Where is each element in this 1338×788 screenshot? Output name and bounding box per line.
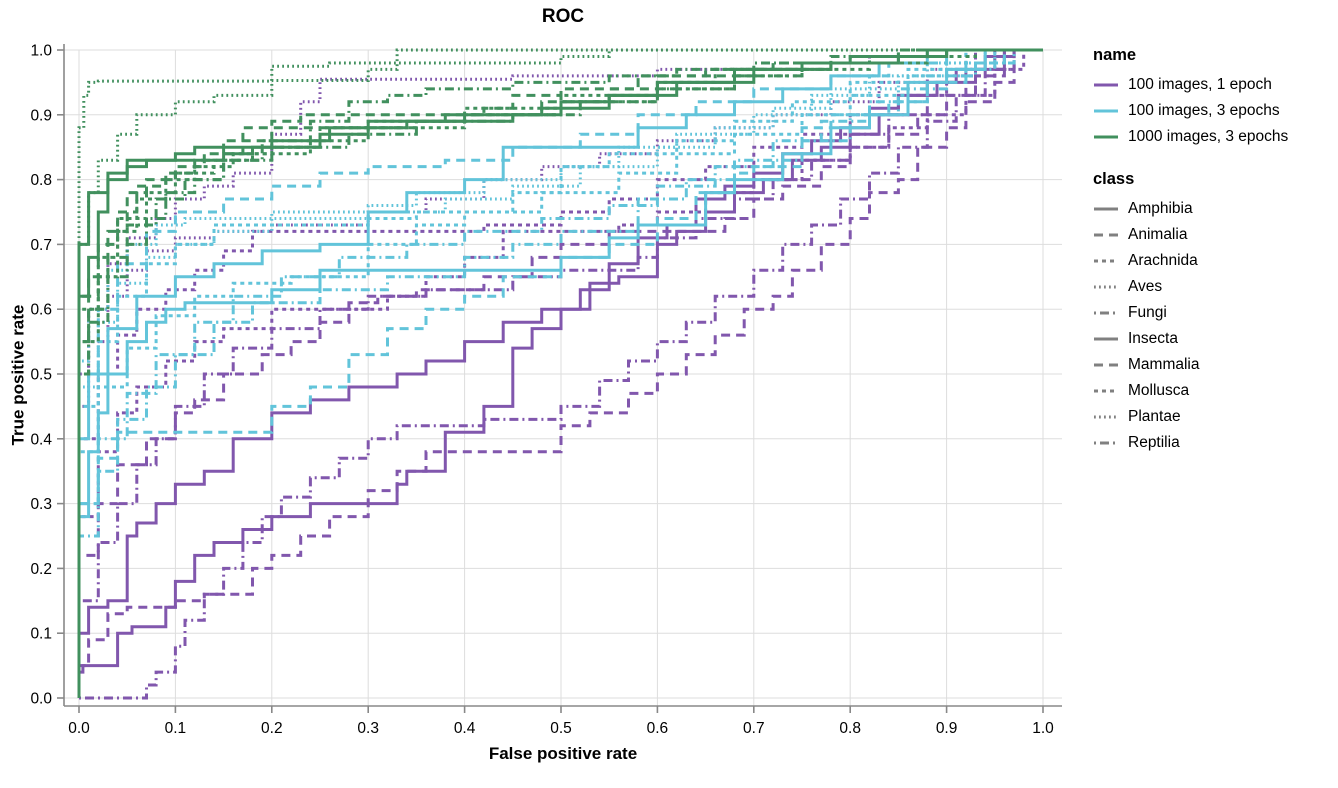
y-tick-label: 0.1 — [30, 626, 52, 643]
x-tick-label: 0.3 — [357, 720, 379, 737]
roc-curve — [77, 48, 1043, 698]
legend-name-title: name — [1093, 46, 1137, 64]
legend-swatch-line — [1094, 441, 1118, 445]
chart-title: ROC — [541, 6, 585, 27]
legend-class-item: Mollusca — [1093, 378, 1333, 404]
legend-class-item: Insecta — [1093, 326, 1333, 352]
legend-class-item: Reptilia — [1093, 430, 1333, 456]
roc-curve — [77, 48, 1043, 698]
roc-curve — [77, 48, 1043, 698]
legend-class-item: Amphibia — [1093, 196, 1333, 222]
x-tick-label: 0.2 — [261, 720, 283, 737]
roc-curve — [77, 48, 1043, 698]
legend-label: Mollusca — [1128, 382, 1190, 399]
x-tick-label: 0.8 — [839, 720, 861, 737]
legend-swatch-line — [1094, 389, 1118, 393]
y-axis-title: True positive rate — [8, 304, 27, 446]
roc-curve — [77, 48, 1043, 698]
roc-curve — [77, 48, 1043, 698]
y-tick-label: 0.9 — [30, 107, 52, 124]
roc-curve — [77, 48, 1043, 698]
roc-curve — [77, 48, 1043, 698]
legend-group-class: class Amphibia Animalia Arachnida Aves Fungi… — [1093, 170, 1333, 456]
legend-label: Aves — [1128, 278, 1163, 295]
legend-swatch-line — [1094, 135, 1118, 139]
legend-label: 100 images, 3 epochs — [1128, 102, 1280, 119]
y-tick-label: 1.0 — [30, 43, 52, 60]
x-tick-label: 0.0 — [68, 720, 90, 737]
legend-label: Plantae — [1128, 408, 1181, 425]
legend-label: Animalia — [1128, 226, 1188, 243]
legend-swatch-line — [1094, 415, 1118, 419]
legend-class-item: Animalia — [1093, 222, 1333, 248]
y-tick-label: 0.3 — [30, 496, 52, 513]
legend-swatch-line — [1094, 285, 1118, 289]
legend-name-item: 100 images, 1 epoch — [1093, 72, 1333, 98]
legend-name-item: 1000 images, 3 epochs — [1093, 124, 1333, 150]
x-tick-label: 0.1 — [165, 720, 187, 737]
y-tick-label: 0.6 — [30, 302, 52, 319]
y-tick-label: 0.8 — [30, 172, 52, 189]
roc-curve — [79, 48, 1043, 700]
legend-label: 1000 images, 3 epochs — [1128, 128, 1289, 145]
y-tick-label: 0.5 — [30, 367, 52, 384]
roc-curve — [77, 48, 1043, 698]
legend-class-item: Plantae — [1093, 404, 1333, 430]
x-tick-label: 0.7 — [743, 720, 765, 737]
roc-curve — [77, 48, 1043, 698]
roc-curve — [77, 48, 1043, 698]
legend-swatch-line — [1094, 363, 1118, 367]
y-tick-label: 0.0 — [30, 691, 52, 708]
roc-curve — [77, 48, 1043, 698]
legend-class-item: Fungi — [1093, 300, 1333, 326]
y-tick-label: 0.4 — [30, 431, 52, 448]
legend-label: Arachnida — [1128, 252, 1198, 269]
roc-curve — [77, 48, 1043, 698]
legend-swatch-line — [1094, 109, 1118, 113]
roc-curve — [77, 48, 1043, 698]
x-axis-title: False positive rate — [488, 744, 638, 763]
legend-label: Mammalia — [1128, 356, 1200, 373]
x-tick-label: 1.0 — [1032, 720, 1054, 737]
legend-label: Reptilia — [1128, 434, 1180, 451]
legend-label: Amphibia — [1128, 200, 1193, 217]
legend-swatch-line — [1094, 337, 1118, 341]
roc-curve — [77, 48, 1043, 698]
legend-label: 100 images, 1 epoch — [1128, 76, 1272, 93]
legend-swatch-line — [1094, 259, 1118, 263]
legend-swatch-line — [1094, 311, 1118, 315]
x-tick-label: 0.6 — [647, 720, 669, 737]
x-tick-label: 0.4 — [454, 720, 476, 737]
x-tick-label: 0.5 — [550, 720, 572, 737]
roc-curve — [77, 48, 1043, 698]
y-tick-label: 0.7 — [30, 237, 52, 254]
legend-class-title: class — [1093, 170, 1135, 188]
legend-name-item: 100 images, 3 epochs — [1093, 98, 1333, 124]
y-axis-title-wrap: True positive rate — [0, 44, 36, 706]
legend-swatch-line — [1094, 207, 1118, 211]
legend-group-name: name 100 images, 1 epoch 100 images, 3 ep… — [1093, 46, 1333, 150]
x-tick-label: 0.9 — [936, 720, 958, 737]
legend-class-item: Arachnida — [1093, 248, 1333, 274]
legend-class-item: Aves — [1093, 274, 1333, 300]
legend-swatch-line — [1094, 233, 1118, 237]
legend-label: Fungi — [1128, 304, 1167, 321]
legend-label: Insecta — [1128, 330, 1178, 347]
legend: name 100 images, 1 epoch 100 images, 3 ep… — [1093, 40, 1333, 456]
y-tick-label: 0.2 — [30, 561, 52, 578]
legend-class-item: Mammalia — [1093, 352, 1333, 378]
legend-swatch-line — [1094, 83, 1118, 87]
roc-curve — [77, 48, 1043, 698]
